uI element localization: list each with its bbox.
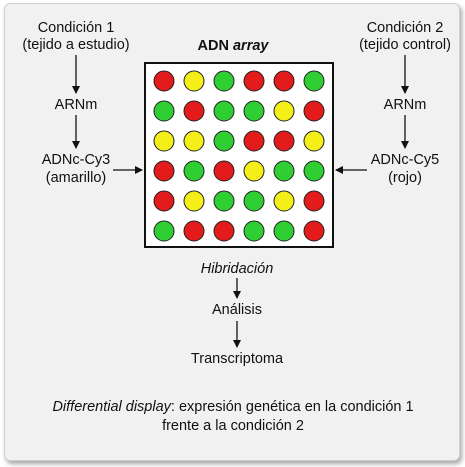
cdna-cy3-label: ADNc-Cy3 — [41, 152, 111, 168]
array-spot-red — [303, 100, 325, 122]
array-spot-green — [243, 100, 265, 122]
caption-line-1: Differential display: expresión genética… — [52, 399, 413, 415]
array-spot-yellow — [273, 190, 295, 212]
array-spot-red — [183, 100, 205, 122]
array-spot-red — [303, 220, 325, 242]
array-spot-green — [243, 190, 265, 212]
array-spot-red — [273, 70, 295, 92]
array-spot-green — [303, 70, 325, 92]
array-spot-green — [213, 190, 235, 212]
array-spot-red — [243, 70, 265, 92]
transcriptome-label: Transcriptoma — [190, 351, 284, 367]
array-spot-red — [303, 190, 325, 212]
array-spot-red — [183, 220, 205, 242]
array-spot-green — [183, 160, 205, 182]
analysis-label: Análisis — [212, 302, 262, 318]
cdna-cy3-color-label: (amarillo) — [45, 170, 107, 186]
condition-1-subtitle: (tejido a estudio) — [22, 37, 130, 53]
array-spot-green — [153, 100, 175, 122]
array-spot-yellow — [153, 130, 175, 152]
condition-1-title: Condición 1 — [37, 20, 115, 36]
array-spot-red — [273, 130, 295, 152]
hybridization-label: Hibridación — [200, 261, 274, 277]
array-spot-green — [213, 100, 235, 122]
mrna-left-label: ARNm — [54, 97, 98, 113]
array-spot-yellow — [303, 130, 325, 152]
mrna-right-label: ARNm — [383, 97, 427, 113]
array-spot-red — [213, 220, 235, 242]
array-spot-green — [303, 160, 325, 182]
array-spot-red — [243, 130, 265, 152]
array-spot-red — [153, 160, 175, 182]
array-spot-yellow — [273, 100, 295, 122]
condition-2-subtitle: (tejido control) — [359, 37, 451, 53]
cdna-cy5-label: ADNc-Cy5 — [370, 152, 440, 168]
array-title-plain: ADN — [197, 38, 233, 54]
cdna-cy5-color-label: (rojo) — [388, 170, 422, 186]
caption-italic: Differential display — [52, 399, 171, 415]
condition-2-title: Condición 2 — [366, 20, 444, 36]
array-spot-green — [213, 70, 235, 92]
array-spot-red — [213, 160, 235, 182]
array-spot-yellow — [243, 160, 265, 182]
array-title: ADN array — [198, 38, 269, 54]
array-spot-green — [153, 220, 175, 242]
caption-line1-rest: : expresión genética en la condición 1 — [170, 399, 414, 415]
array-spot-green — [213, 130, 235, 152]
array-spot-red — [153, 70, 175, 92]
array-spots — [153, 70, 325, 242]
array-spot-yellow — [183, 190, 205, 212]
array-spot-green — [273, 160, 295, 182]
array-spot-red — [153, 190, 175, 212]
array-title-italic: array — [232, 38, 269, 54]
array-box — [144, 62, 334, 248]
array-spot-yellow — [183, 70, 205, 92]
array-spot-green — [273, 220, 295, 242]
array-spot-yellow — [183, 130, 205, 152]
array-spot-green — [243, 220, 265, 242]
caption-line-2: frente a la condición 2 — [162, 418, 304, 434]
